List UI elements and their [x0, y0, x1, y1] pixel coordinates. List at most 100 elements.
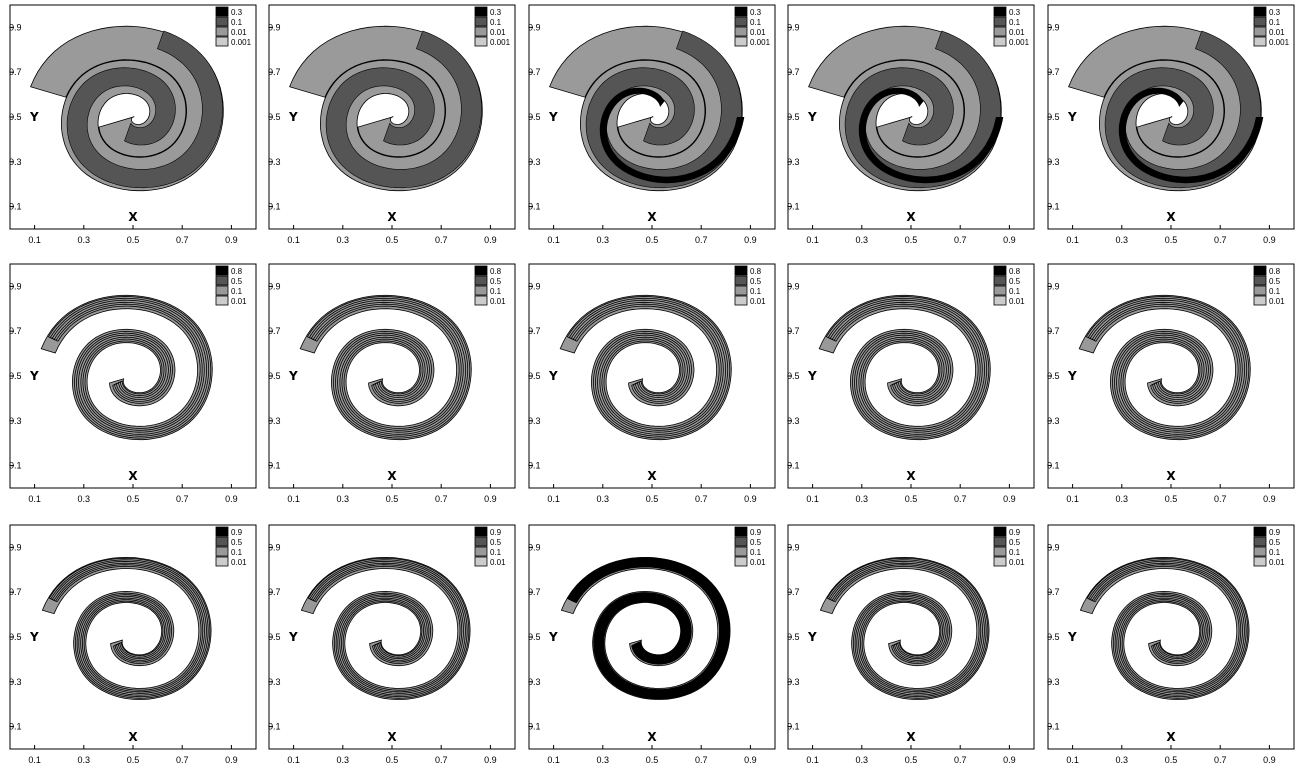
x-tick-label: 0.7 — [435, 755, 448, 765]
legend-swatch — [1253, 36, 1267, 47]
legend: 0.30.10.010.001 — [734, 6, 771, 47]
legend-swatch — [215, 536, 229, 547]
x-tick-label: 0.3 — [78, 235, 91, 245]
contour-line — [568, 558, 729, 698]
y-axis-title: Y — [1067, 369, 1077, 383]
legend-label: 0.5 — [490, 538, 502, 547]
legend-label: 0.01 — [750, 28, 766, 37]
legend-label: 0.001 — [231, 38, 252, 47]
y-tick-label: 0.9 — [9, 542, 22, 552]
y-tick-label: 0.3 — [9, 677, 22, 687]
legend-label: 0.01 — [1269, 28, 1285, 37]
legend-label: 0.8 — [1269, 267, 1281, 276]
contour-panel: 0.1 0.3 0.5 0.7 0.9 0.1 0.3 0.5 0.7 0.9 X Y 0.3 0.1 0.… — [0, 0, 258, 258]
spiral-contours — [819, 556, 990, 700]
legend-swatch — [734, 16, 748, 27]
y-tick-label: 0.5 — [787, 371, 800, 381]
legend-swatch — [1253, 526, 1267, 537]
legend-swatch — [474, 526, 488, 537]
y-tick-label: 0.9 — [1047, 542, 1060, 552]
x-axis-title: X — [1166, 210, 1176, 224]
x-tick-label: 0.9 — [484, 235, 497, 245]
y-tick-label: 0.5 — [787, 112, 800, 122]
legend-swatch — [734, 285, 748, 296]
x-tick-label: 0.7 — [1214, 235, 1227, 245]
legend-swatch — [734, 295, 748, 306]
legend-label: 0.001 — [490, 38, 511, 47]
contour-band-inner — [844, 30, 1001, 189]
x-tick-label: 0.7 — [695, 755, 708, 765]
legend-swatch — [215, 36, 229, 47]
legend-swatch — [734, 265, 748, 276]
y-tick-label: 0.7 — [787, 587, 800, 597]
x-tick-label: 0.7 — [176, 494, 189, 504]
legend-swatch — [474, 16, 488, 27]
spiral-contours — [30, 25, 224, 192]
contour-line — [827, 297, 988, 437]
legend: 0.30.10.010.001 — [993, 6, 1030, 47]
contour-line — [48, 557, 211, 699]
legend: 0.80.50.10.01 — [1253, 265, 1285, 306]
legend-label: 0.5 — [1009, 538, 1021, 547]
y-tick-label: 0.1 — [1047, 202, 1060, 212]
y-tick-label: 0.9 — [528, 281, 541, 291]
legend-swatch — [734, 36, 748, 47]
x-tick-label: 0.3 — [856, 494, 869, 504]
y-axis-title: Y — [1067, 110, 1077, 124]
y-tick-label: 0.5 — [268, 371, 281, 381]
legend-swatch — [993, 526, 1007, 537]
contour-plot: 0.1 0.3 0.5 0.7 0.90.10.30.50.70.9XY0.90.50.… — [9, 524, 257, 765]
legend-label: 0.001 — [750, 38, 771, 47]
y-tick-label: 0.1 — [787, 461, 800, 471]
legend-label: 0.1 — [1009, 548, 1021, 557]
legend-swatch — [215, 16, 229, 27]
contour-band-outer — [1079, 556, 1250, 700]
x-tick-label: 0.1 — [547, 755, 560, 765]
legend-swatch — [474, 295, 488, 306]
contour-line — [1086, 557, 1249, 699]
legend-swatch — [474, 26, 488, 37]
contour-band-outer — [299, 294, 472, 441]
legend-label: 0.1 — [750, 18, 762, 27]
legend-label: 0.01 — [490, 28, 506, 37]
y-tick-label: 0.3 — [268, 416, 281, 426]
x-tick-label: 0.5 — [646, 235, 659, 245]
legend-label: 0.5 — [1269, 277, 1281, 286]
x-tick-label: 0.5 — [386, 755, 399, 765]
y-tick-label: 0.5 — [9, 632, 22, 642]
x-tick-label: 0.3 — [597, 235, 610, 245]
contour-line — [829, 560, 985, 696]
legend-label: 0.01 — [490, 558, 506, 567]
contour-band-inner — [1104, 30, 1261, 189]
x-tick-label: 0.1 — [1066, 235, 1079, 245]
x-axis-title: X — [128, 730, 138, 744]
contour-panel: 0.1 0.3 0.5 0.7 0.9 0.1 0.3 0.5 0.7 0.9 X Y 0.3 0.1 0.… — [259, 0, 517, 258]
contour-panel: 0.1 0.3 0.5 0.7 0.9 0.1 0.3 0.5 0.7 0.9 X Y 0.3 0.1 0.… — [778, 0, 1036, 258]
y-tick-label: 0.9 — [528, 22, 541, 32]
y-tick-label: 0.9 — [268, 542, 281, 552]
legend-label: 0.01 — [231, 558, 247, 567]
y-tick-label: 0.7 — [1047, 67, 1060, 77]
contour-line — [49, 297, 210, 437]
contour-line — [568, 297, 729, 437]
legend: 0.90.50.10.01 — [1253, 526, 1285, 567]
y-tick-label: 0.5 — [9, 112, 22, 122]
y-tick-label: 0.1 — [268, 202, 281, 212]
contour-line — [50, 559, 209, 698]
legend-label: 0.9 — [490, 528, 502, 537]
spiral-contours — [559, 294, 732, 441]
contour-band-core — [599, 87, 745, 184]
x-axis-title: X — [906, 469, 916, 483]
x-tick-label: 0.3 — [1116, 494, 1129, 504]
y-axis-title: Y — [29, 369, 39, 383]
contour-plot: 0.1 0.3 0.5 0.7 0.90.10.30.50.70.9XY0.80.50.… — [787, 263, 1035, 504]
y-tick-label: 0.1 — [1047, 722, 1060, 732]
contour-panel: 0.1 0.3 0.5 0.7 0.9 0.1 0.3 0.5 0.7 0.9 X Y 0.8 0.5 0.… — [0, 259, 258, 517]
x-tick-label: 0.3 — [1116, 755, 1129, 765]
x-axis-title: X — [647, 469, 657, 483]
legend-label: 0.3 — [490, 8, 502, 17]
y-tick-label: 0.9 — [268, 281, 281, 291]
legend-swatch — [993, 265, 1007, 276]
x-tick-label: 0.1 — [287, 755, 300, 765]
